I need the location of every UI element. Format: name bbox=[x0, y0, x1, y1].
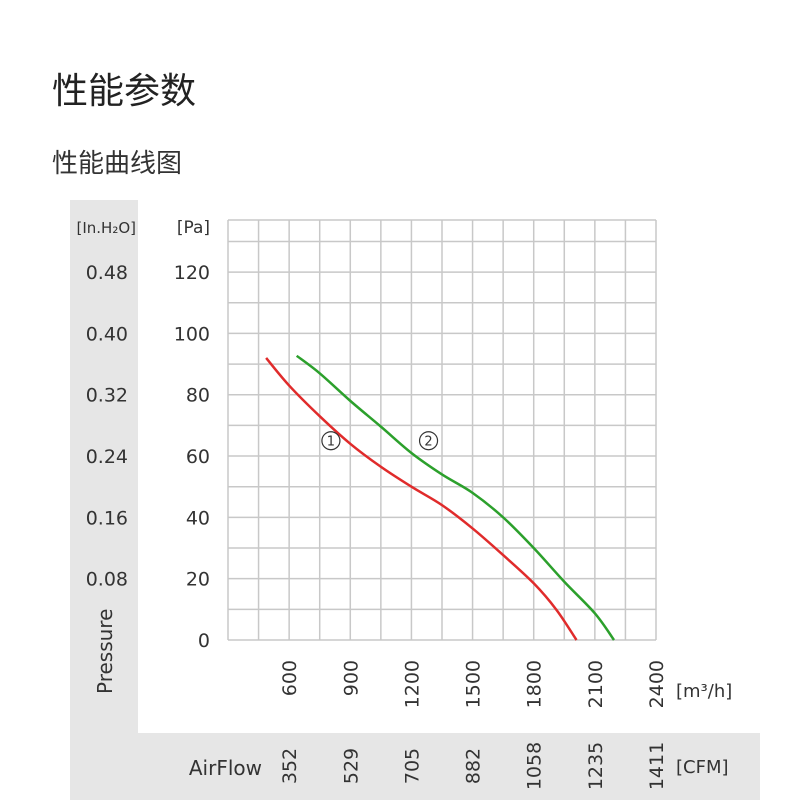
y2-tick-label: 0.40 bbox=[86, 323, 128, 345]
x-tick-label: 900 bbox=[340, 660, 362, 696]
x-tick-label: 600 bbox=[279, 660, 301, 696]
y-tick-label: 40 bbox=[186, 507, 210, 529]
series-line-1 bbox=[265, 357, 578, 641]
x2-tick-label: 705 bbox=[401, 748, 423, 784]
section-title: 性能曲线图 bbox=[52, 149, 183, 179]
inh2o-axis-band bbox=[70, 200, 138, 800]
y-axis-title: Pressure bbox=[93, 609, 117, 694]
y-tick-label: 20 bbox=[186, 569, 210, 591]
cfm-axis-band bbox=[70, 733, 760, 800]
x2-tick-label: 882 bbox=[463, 748, 485, 784]
y-unit-pa: [Pa] bbox=[177, 218, 210, 238]
series-line-2 bbox=[295, 354, 616, 641]
x2-tick-label: 1235 bbox=[585, 742, 607, 790]
x-tick-label: 1500 bbox=[463, 660, 485, 708]
airflow-label: AirFlow bbox=[189, 756, 262, 780]
y-tick-label: 80 bbox=[186, 385, 210, 407]
y2-tick-label: 0.16 bbox=[86, 507, 128, 529]
y-unit-inh2o: [In.H₂O] bbox=[76, 219, 136, 237]
y2-tick-label: 0.24 bbox=[86, 446, 128, 468]
series-marker-2 bbox=[418, 431, 439, 451]
x-tick-label: 2400 bbox=[646, 660, 668, 708]
x-tick-label: 1800 bbox=[524, 660, 546, 708]
x-tick-label: 1200 bbox=[401, 660, 423, 708]
x2-tick-label: 352 bbox=[279, 748, 301, 784]
x2-unit: [CFM] bbox=[676, 757, 729, 778]
x2-tick-label: 529 bbox=[340, 748, 362, 784]
x-tick-label: 2100 bbox=[585, 660, 607, 708]
y2-tick-label: 0.08 bbox=[86, 569, 128, 591]
series-label-1: 1 bbox=[327, 435, 335, 450]
series-label-2: 2 bbox=[424, 435, 432, 450]
y2-tick-label: 0.32 bbox=[86, 385, 128, 407]
y-tick-label: 0 bbox=[198, 630, 210, 652]
y-tick-label: 100 bbox=[174, 323, 210, 345]
y2-tick-label: 0.48 bbox=[86, 262, 128, 284]
x-unit: [m³/h] bbox=[676, 681, 732, 702]
page-title: 性能参数 bbox=[52, 71, 197, 112]
y-tick-label: 120 bbox=[174, 262, 210, 284]
y-tick-label: 60 bbox=[186, 446, 210, 468]
x2-tick-label: 1411 bbox=[646, 742, 668, 790]
x2-tick-label: 1058 bbox=[524, 742, 546, 790]
series-marker-1 bbox=[321, 431, 341, 451]
